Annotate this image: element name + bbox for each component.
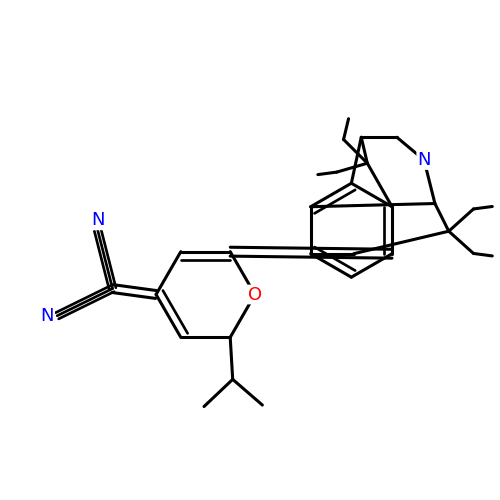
Text: N: N: [40, 307, 54, 325]
Text: N: N: [91, 212, 104, 230]
Text: O: O: [248, 286, 262, 304]
Text: N: N: [418, 151, 431, 169]
